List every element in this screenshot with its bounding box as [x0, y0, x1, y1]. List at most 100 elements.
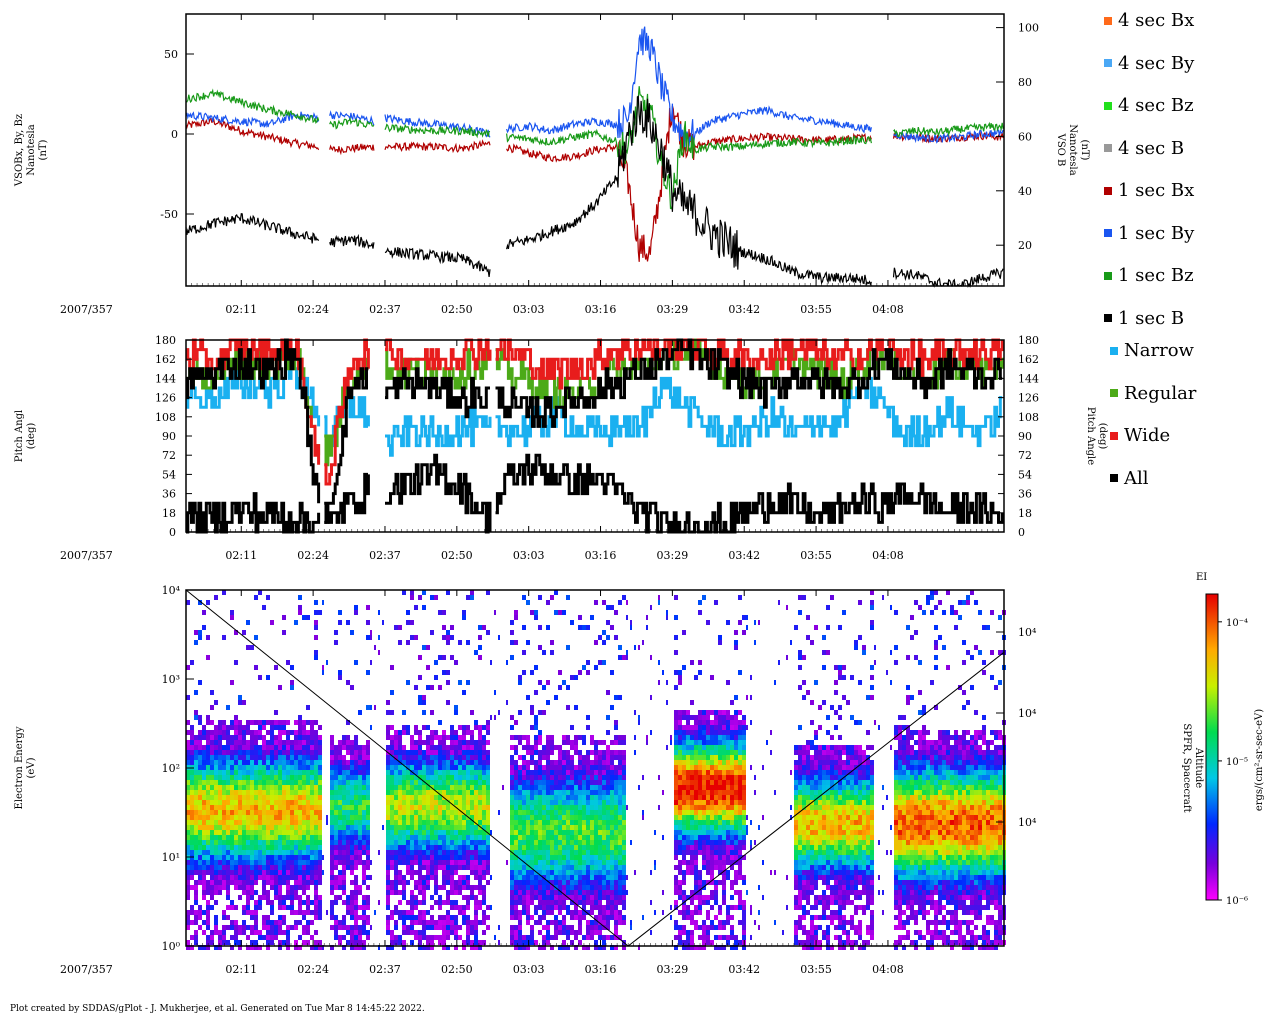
heat-cell: [298, 740, 302, 745]
heat-cell: [438, 835, 442, 840]
heat-cell: [306, 860, 310, 865]
heat-cell: [554, 785, 558, 790]
heat-cell: [294, 720, 298, 725]
heat-cell: [538, 830, 542, 835]
heat-cell: [530, 815, 534, 820]
heat-cell: [726, 725, 730, 730]
heat-cell: [674, 755, 678, 760]
heat-cell: [618, 815, 622, 820]
heat-cell: [390, 740, 394, 745]
heat-cell: [318, 745, 322, 750]
heat-cell: [454, 885, 458, 890]
heat-cell: [618, 645, 622, 650]
heat-cell: [430, 810, 434, 815]
heat-cell: [698, 845, 702, 850]
heat-cell: [470, 945, 474, 950]
heat-cell: [542, 780, 546, 785]
heat-cell: [454, 845, 458, 850]
heat-cell: [310, 820, 314, 825]
heat-cell: [686, 935, 690, 940]
heat-cell: [206, 655, 210, 660]
heat-cell: [546, 875, 550, 880]
heat-cell: [682, 800, 686, 805]
heat-cell: [462, 915, 466, 920]
heat-cell: [466, 785, 470, 790]
heat-cell: [710, 675, 714, 680]
heat-cell: [418, 890, 422, 895]
heat-cell: [454, 795, 458, 800]
heat-cell: [514, 935, 518, 940]
heat-cell: [402, 770, 406, 775]
heat-cell: [670, 915, 672, 920]
heat-cell: [310, 845, 314, 850]
heat-cell: [614, 780, 618, 785]
heat-cell: [450, 795, 454, 800]
heat-cell: [422, 820, 426, 825]
heat-cell: [674, 805, 678, 810]
heat-cell: [330, 795, 334, 800]
heat-cell: [610, 770, 614, 775]
heat-cell: [278, 915, 282, 920]
heat-cell: [466, 730, 470, 735]
heat-cell: [318, 940, 322, 945]
heat-cell: [686, 795, 690, 800]
heat-cell: [722, 885, 726, 890]
heat-cell: [194, 745, 198, 750]
heat-cell: [318, 900, 322, 905]
heat-cell: [530, 725, 534, 730]
heat-cell: [682, 940, 686, 945]
heat-cell: [534, 865, 538, 870]
heat-cell: [694, 820, 698, 825]
heat-cell: [438, 735, 442, 740]
heat-cell: [222, 785, 226, 790]
heat-cell: [690, 900, 694, 905]
heat-cell: [414, 930, 418, 935]
heat-cell: [730, 860, 734, 865]
heat-cell: [338, 860, 342, 865]
heat-cell: [354, 660, 358, 665]
heat-cell: [682, 890, 686, 895]
heat-cell: [206, 800, 210, 805]
heat-cell: [558, 800, 562, 805]
heat-cell: [306, 790, 310, 795]
heat-cell: [698, 935, 702, 940]
heat-cell: [218, 885, 222, 890]
heat-cell: [510, 900, 514, 905]
heat-cell: [286, 860, 290, 865]
heat-cell: [438, 820, 442, 825]
heat-cell: [210, 740, 214, 745]
heat-cell: [254, 915, 258, 920]
heat-cell: [486, 795, 490, 800]
heat-cell: [614, 755, 618, 760]
heat-cell: [586, 880, 590, 885]
heat-cell: [338, 620, 342, 625]
heat-cell: [362, 810, 366, 815]
heat-cell: [394, 790, 398, 795]
heat-cell: [286, 785, 290, 790]
heat-cell: [258, 785, 262, 790]
heat-cell: [398, 780, 402, 785]
heat-cell: [202, 805, 206, 810]
heat-cell: [598, 935, 602, 940]
heat-cell: [354, 800, 358, 805]
heat-cell: [582, 810, 586, 815]
heat-cell: [546, 790, 550, 795]
heat-cell: [738, 745, 742, 750]
heat-cell: [606, 845, 610, 850]
heat-cell: [526, 800, 530, 805]
heat-cell: [294, 855, 298, 860]
heat-cell: [486, 785, 490, 790]
heat-cell: [322, 870, 324, 875]
heat-cell: [562, 750, 566, 755]
heat-cell: [426, 740, 430, 745]
heat-cell: [442, 730, 446, 735]
heat-cell: [434, 755, 438, 760]
heat-cell: [430, 860, 434, 865]
heat-cell: [682, 795, 686, 800]
heat-cell: [474, 770, 478, 775]
heat-cell: [330, 910, 334, 915]
heat-cell: [454, 840, 458, 845]
heat-cell: [466, 755, 470, 760]
heat-cell: [406, 860, 410, 865]
heat-cell: [358, 925, 362, 930]
